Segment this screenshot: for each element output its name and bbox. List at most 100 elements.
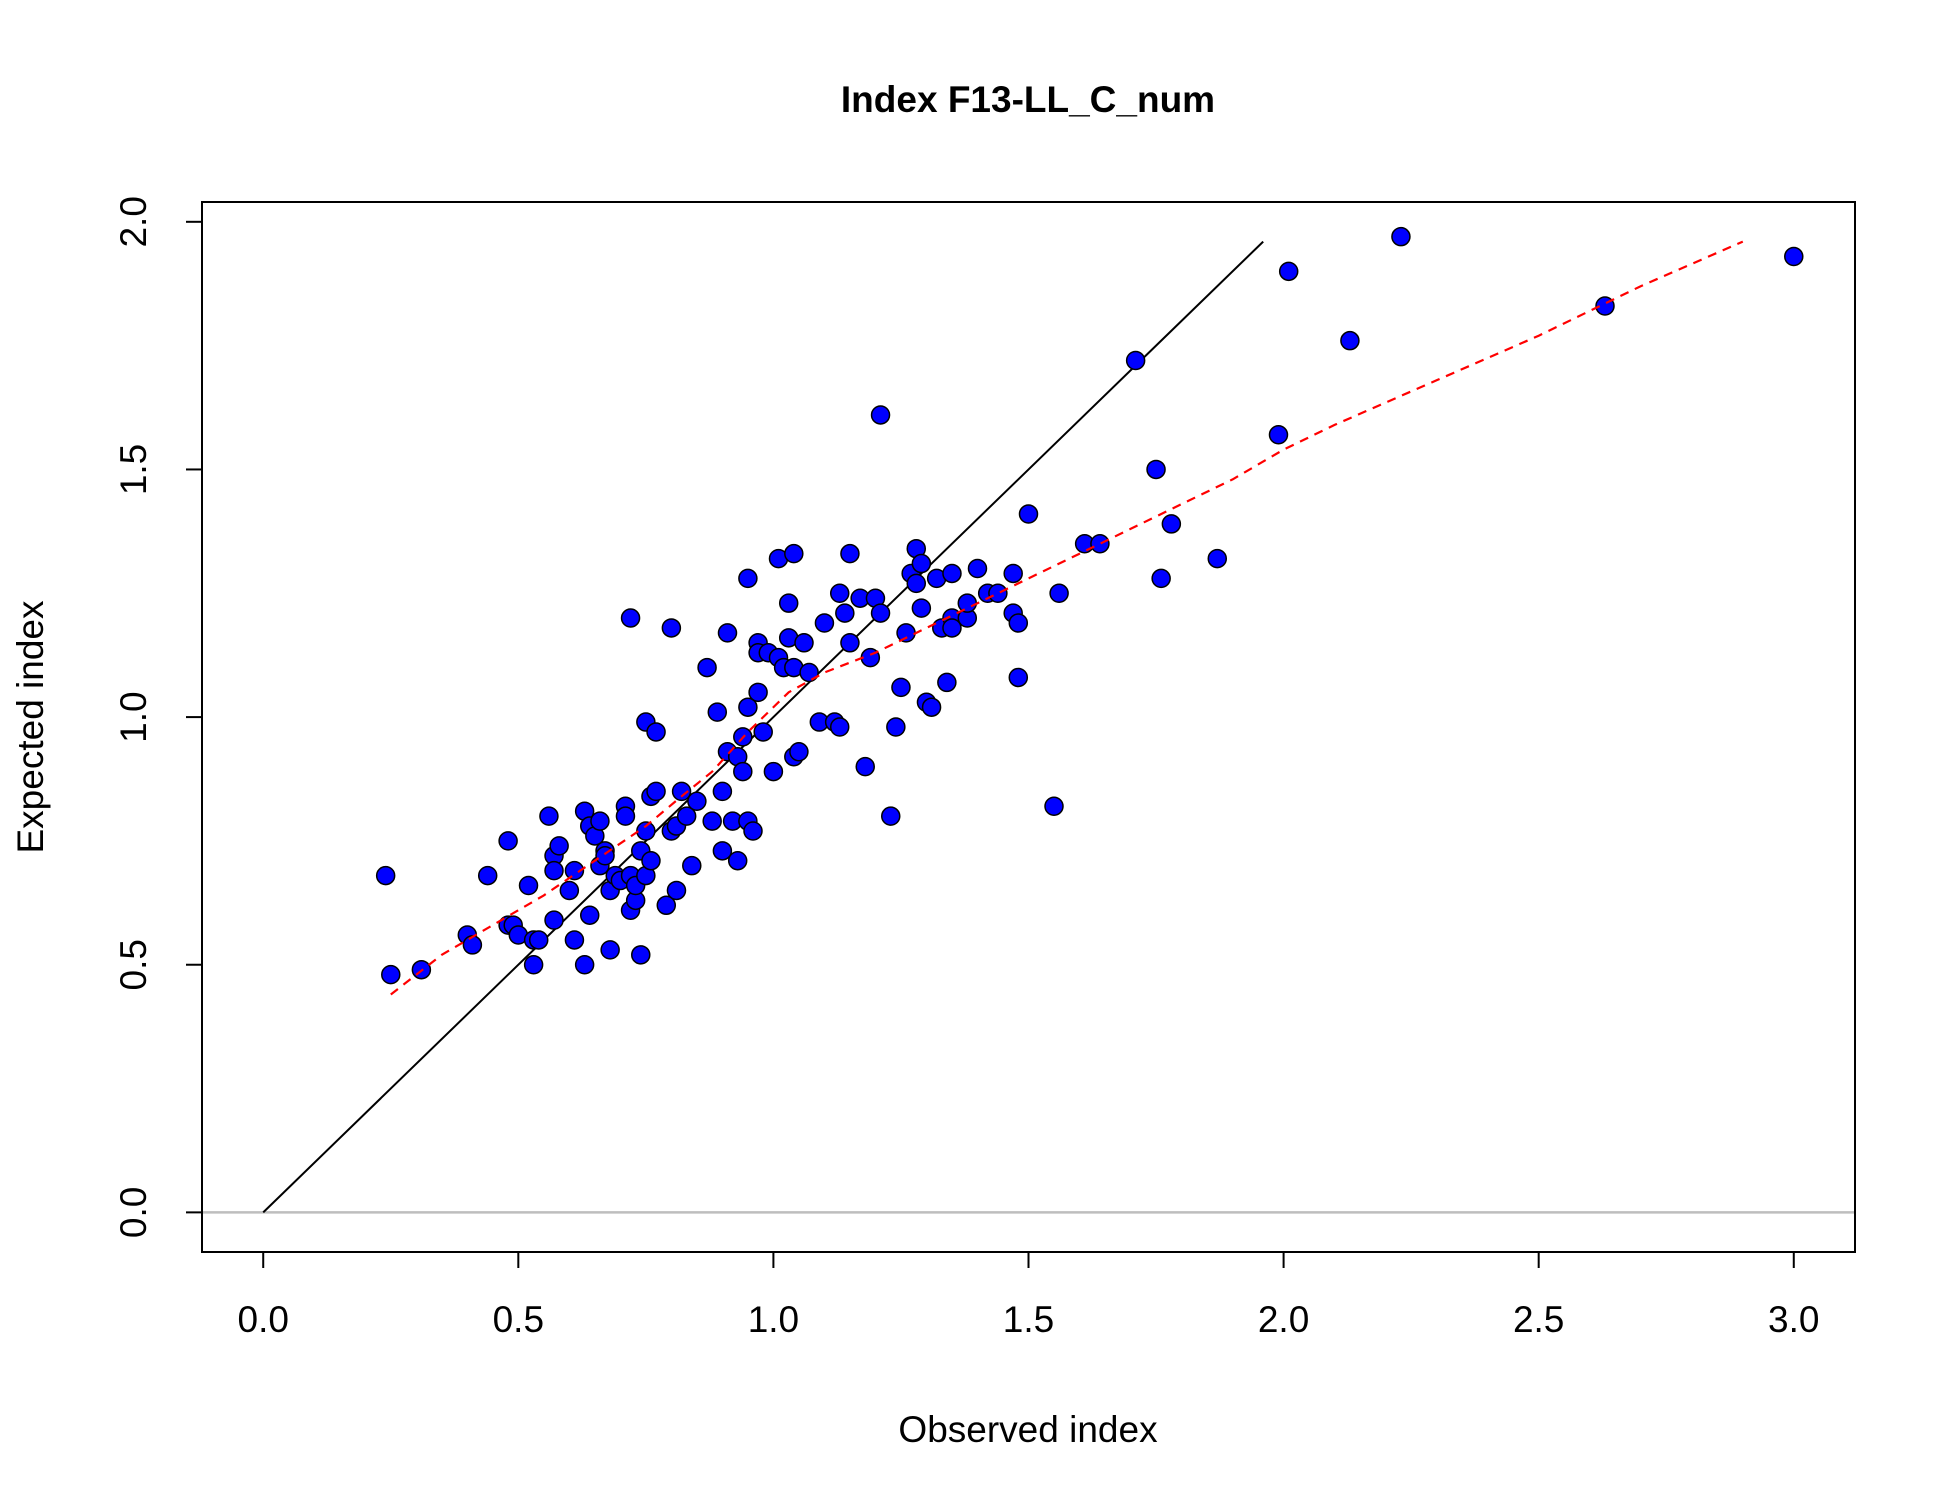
data-point [911,553,932,574]
x-tick-label: 1.0 [748,1299,799,1340]
data-point [702,811,722,831]
data-point [886,717,906,737]
data-point [784,543,804,564]
data-point [600,940,620,960]
data-point [528,930,549,950]
data-point [549,836,569,856]
data-point [518,875,539,896]
data-point [829,583,850,604]
data-point [641,850,661,871]
data-point [748,682,768,703]
data-point [1278,261,1299,282]
data-point [687,791,707,812]
data-point [712,781,733,802]
data-point [1391,226,1411,247]
data-point [727,850,748,871]
data-point [544,860,564,881]
data-point [881,806,901,826]
data-point [1268,425,1289,445]
x-tick-label: 2.0 [1258,1299,1309,1340]
x-axis: 0.0 0.5 1.0 1.5 2.0 2.5 3.0 [238,1251,1819,1340]
chart-title: Index F13-LL_C_num [841,79,1215,120]
data-point [957,593,978,613]
x-tick-label: 2.5 [1513,1299,1564,1340]
data-point [911,598,932,618]
data-point [870,405,891,425]
data-point [375,865,396,886]
data-point [564,860,585,881]
data-point [988,583,1008,604]
data-point [1049,583,1069,604]
data-point [646,781,666,802]
data-point [579,905,600,925]
data-point [1125,350,1146,371]
data-point [1090,533,1110,554]
data-point [544,910,564,930]
data-point [743,821,763,841]
data-point [835,603,855,623]
data-point [1008,613,1029,633]
data-point [590,811,610,831]
data-point [1207,548,1228,569]
data-point [967,558,988,579]
data-point [462,935,483,955]
data-point [738,568,758,589]
data-point [1146,459,1166,480]
data-point [733,761,753,782]
data-point [620,608,641,628]
data-point [712,841,733,861]
data-point [937,672,957,693]
data-point [682,855,702,876]
data-point [840,543,860,564]
data-point [661,618,682,638]
data-point [523,954,544,975]
y-axis-label: Expected index [10,600,51,854]
data-point [707,702,728,722]
data-point [753,722,773,742]
data-point [789,742,809,762]
smoother-path [390,240,1744,996]
data-point [906,573,927,594]
data-point [656,895,677,916]
data-point [671,781,692,802]
data-point [738,697,758,717]
data-point [763,761,784,782]
data-point [676,806,697,826]
data-point [921,697,942,717]
data-point [870,603,891,623]
x-tick-label: 1.5 [1003,1299,1054,1340]
smoother-line [390,240,1744,996]
data-point [1151,568,1171,589]
x-axis-label: Observed index [898,1409,1158,1450]
data-point [855,756,875,777]
data-point [829,717,850,737]
y-tick-label: 1.0 [113,691,154,742]
data-point [1018,504,1039,524]
data-points [375,226,1804,985]
data-point [778,593,799,613]
y-tick-label: 0.0 [113,1187,154,1238]
data-point [1008,667,1029,688]
data-point [559,880,580,901]
x-tick-label: 0.5 [493,1299,544,1340]
data-point [1340,330,1360,351]
x-tick-label: 3.0 [1768,1299,1819,1340]
data-point [477,865,498,886]
data-point [1161,514,1182,534]
data-point [615,806,636,826]
data-point [794,633,814,653]
data-point [574,954,595,975]
plot-frame [201,201,1856,1253]
data-point [717,623,738,643]
data-point [1003,563,1023,584]
data-point [891,677,911,698]
data-point [942,618,962,638]
y-axis: 0.0 0.5 1.0 1.5 2.0 [113,196,203,1238]
data-point [1044,796,1064,816]
data-point [799,662,819,683]
data-point [896,623,916,643]
data-point [840,633,860,653]
data-point [631,945,651,965]
x-tick-label: 0.0 [238,1299,289,1340]
